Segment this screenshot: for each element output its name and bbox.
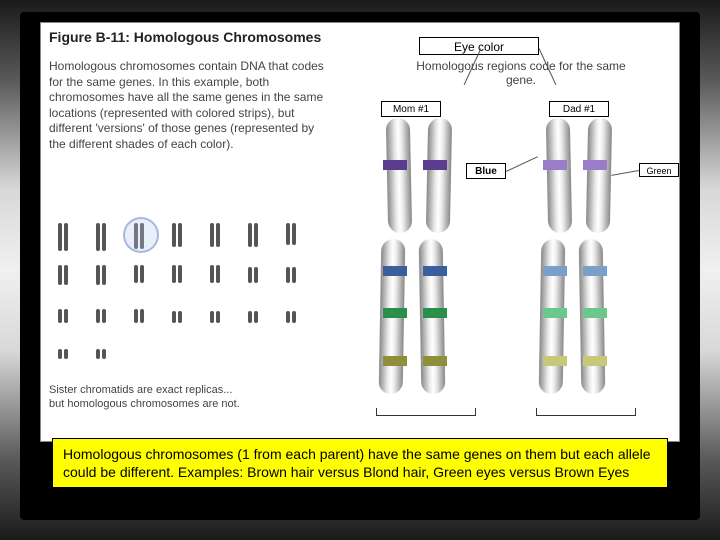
karyotype-pair [95, 265, 115, 287]
karyotype-pair [209, 305, 229, 319]
sister-text-1: Sister chromatids are exact replicas... [49, 384, 232, 396]
mom-label: Mom #1 [381, 101, 441, 117]
gene-band [423, 160, 447, 170]
gene-band [383, 308, 407, 318]
karyotype-pair [57, 341, 77, 353]
gene-band [383, 266, 407, 276]
gene-band [543, 266, 567, 276]
gene-band [383, 356, 407, 366]
gene-band [583, 356, 607, 366]
sister-text-2: but homologous chromosomes are not. [49, 398, 240, 410]
gene-band [423, 266, 447, 276]
figure-panel: Figure B-11: Homologous Chromosomes Homo… [40, 22, 680, 442]
karyotype-pair [285, 305, 305, 319]
gene-band [383, 160, 407, 170]
karyotype-pair [95, 305, 115, 321]
gene-band [423, 308, 447, 318]
gene-band [583, 308, 607, 318]
karyotype-thumbnail [51, 223, 331, 373]
karyotype-pair [285, 265, 305, 283]
karyotype-pair [57, 223, 77, 253]
karyotype-pair [95, 223, 115, 253]
karyotype-highlight [123, 217, 159, 253]
mom-bracket [376, 408, 476, 416]
gene-band [543, 160, 567, 170]
karyotype-pair [57, 305, 77, 321]
chromosomes-diagram [351, 118, 671, 413]
karyotype-pair [95, 341, 115, 353]
karyotype-pair [285, 223, 305, 247]
sister-chromatid-text: Sister chromatids are exact replicas... … [49, 383, 329, 412]
dad-label: Dad #1 [549, 101, 609, 117]
karyotype-pair [171, 305, 191, 319]
gene-band [543, 308, 567, 318]
karyotype-pair [57, 265, 77, 287]
caption-highlight: Homologous chromosomes (1 from each pare… [52, 438, 668, 488]
karyotype-pair [171, 265, 191, 285]
right-description: Homologous regions code for the same gen… [411, 59, 631, 88]
left-description: Homologous chromosomes contain DNA that … [49, 59, 334, 153]
gene-band [583, 160, 607, 170]
gene-band [583, 266, 607, 276]
gene-band [423, 356, 447, 366]
karyotype-pair [171, 223, 191, 249]
karyotype-pair [209, 265, 229, 285]
dad-bracket [536, 408, 636, 416]
karyotype-pair [133, 265, 153, 285]
figure-title: Figure B-11: Homologous Chromosomes [49, 29, 321, 45]
karyotype-pair [247, 265, 267, 283]
karyotype-pair [133, 305, 153, 321]
gene-band [543, 356, 567, 366]
slide-container: Figure B-11: Homologous Chromosomes Homo… [20, 12, 700, 520]
karyotype-pair [247, 223, 267, 249]
karyotype-pair [209, 223, 229, 249]
karyotype-pair [247, 305, 267, 319]
